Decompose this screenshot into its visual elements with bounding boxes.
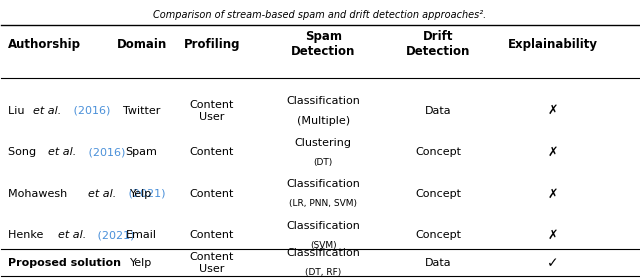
Text: Content: Content xyxy=(189,189,234,199)
Text: Liu: Liu xyxy=(8,106,28,116)
Text: ✗: ✗ xyxy=(547,104,558,117)
Text: Yelp: Yelp xyxy=(131,189,153,199)
Text: Content: Content xyxy=(189,147,234,157)
Text: et al.: et al. xyxy=(58,230,86,241)
Text: Comparison of stream-based spam and drift detection approaches².: Comparison of stream-based spam and drif… xyxy=(154,10,486,20)
Text: Domain: Domain xyxy=(116,38,166,51)
Text: Mohawesh: Mohawesh xyxy=(8,189,70,199)
Text: Yelp: Yelp xyxy=(131,258,153,268)
Text: et al.: et al. xyxy=(49,147,77,157)
Text: Proposed solution: Proposed solution xyxy=(8,258,121,268)
Text: ✗: ✗ xyxy=(547,187,558,200)
Text: Content
User: Content User xyxy=(189,100,234,122)
Text: (2021): (2021) xyxy=(125,189,165,199)
Text: Email: Email xyxy=(126,230,157,241)
Text: (Multiple): (Multiple) xyxy=(296,116,349,125)
Text: ✗: ✗ xyxy=(547,229,558,242)
Text: Concept: Concept xyxy=(415,230,461,241)
Text: Content
User: Content User xyxy=(189,252,234,274)
Text: et al.: et al. xyxy=(88,189,116,199)
Text: Classification: Classification xyxy=(286,248,360,258)
Text: Classification: Classification xyxy=(286,221,360,231)
Text: Classification: Classification xyxy=(286,179,360,189)
Text: Spam
Detection: Spam Detection xyxy=(291,30,355,58)
Text: Clustering: Clustering xyxy=(294,138,352,148)
Text: Data: Data xyxy=(424,258,451,268)
Text: ✗: ✗ xyxy=(547,146,558,159)
Text: Profiling: Profiling xyxy=(184,38,240,51)
Text: Data: Data xyxy=(424,106,451,116)
Text: (LR, PNN, SVM): (LR, PNN, SVM) xyxy=(289,199,357,208)
Text: Spam: Spam xyxy=(125,147,157,157)
Text: Concept: Concept xyxy=(415,189,461,199)
Text: Twitter: Twitter xyxy=(123,106,160,116)
Text: Authorship: Authorship xyxy=(8,38,81,51)
Text: Song: Song xyxy=(8,147,40,157)
Text: Henke: Henke xyxy=(8,230,47,241)
Text: Drift
Detection: Drift Detection xyxy=(406,30,470,58)
Text: Explainability: Explainability xyxy=(508,38,598,51)
Text: Classification: Classification xyxy=(286,96,360,106)
Text: (2016): (2016) xyxy=(70,106,110,116)
Text: (DT, RF): (DT, RF) xyxy=(305,269,341,277)
Text: (DT): (DT) xyxy=(314,158,333,167)
Text: ✓: ✓ xyxy=(547,256,558,270)
Text: et al.: et al. xyxy=(33,106,61,116)
Text: (2021): (2021) xyxy=(94,230,134,241)
Text: (SVM): (SVM) xyxy=(310,241,337,250)
Text: Concept: Concept xyxy=(415,147,461,157)
Text: Content: Content xyxy=(189,230,234,241)
Text: (2016): (2016) xyxy=(84,147,125,157)
